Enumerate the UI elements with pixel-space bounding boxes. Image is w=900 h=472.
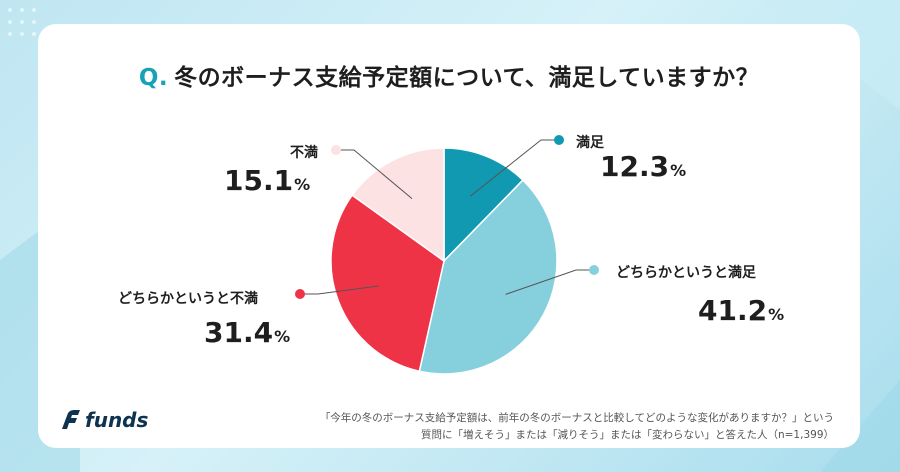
chart-card: Q. 冬のボーナス支給予定額について、満足していますか？ 満足 12.3% どちら… <box>38 24 860 448</box>
slice-value-satisfied: 12.3% <box>600 150 687 183</box>
logo-text: funds <box>85 408 149 432</box>
leader-line <box>336 149 413 200</box>
survey-note-line-2: 質問に「増えそう」または「減りそう」または「変わらない」と答えた人（n=1,39… <box>420 429 834 441</box>
pie-chart <box>295 135 599 375</box>
slice-label-satisfied: 満足 <box>576 135 604 151</box>
pie-slice-somewhat-dissatisfied <box>330 194 445 373</box>
chart-title: Q. 冬のボーナス支給予定額について、満足していますか？ <box>38 58 860 92</box>
slice-value-somewhat-dissatisfied: 31.4% <box>204 316 291 349</box>
leader-line <box>300 285 379 295</box>
slice-label-somewhat-satisfied: どちらかというと満足 <box>616 265 756 281</box>
slice-value-dissatisfied: 15.1% <box>224 164 311 197</box>
leader-line <box>470 139 559 197</box>
legend-dot <box>554 135 564 145</box>
funds-logo: funds <box>58 408 148 432</box>
legend-dot <box>331 145 341 155</box>
leader-line <box>505 269 594 295</box>
pie-slice-dissatisfied <box>351 147 445 263</box>
survey-note: 「今年の冬のボーナス支給予定額は、前年の冬のボーナスと比較してどのような変化があ… <box>314 410 834 444</box>
title-text: 冬のボーナス支給予定額について、満足していますか？ <box>174 65 760 91</box>
legend-dot <box>295 289 305 299</box>
question-mark-label: Q. <box>138 65 169 91</box>
funds-logo-icon <box>62 410 80 429</box>
slice-label-somewhat-dissatisfied: どちらかというと不満 <box>118 291 258 307</box>
legend-dot <box>589 265 599 275</box>
pie-slice-somewhat-satisfied <box>418 179 558 375</box>
pie-slice-satisfied <box>443 147 524 263</box>
slice-value-somewhat-satisfied: 41.2% <box>698 294 785 327</box>
slice-label-dissatisfied: 不満 <box>290 145 318 161</box>
survey-note-line-1: 「今年の冬のボーナス支給予定額は、前年の冬のボーナスと比較してどのような変化があ… <box>319 412 834 424</box>
